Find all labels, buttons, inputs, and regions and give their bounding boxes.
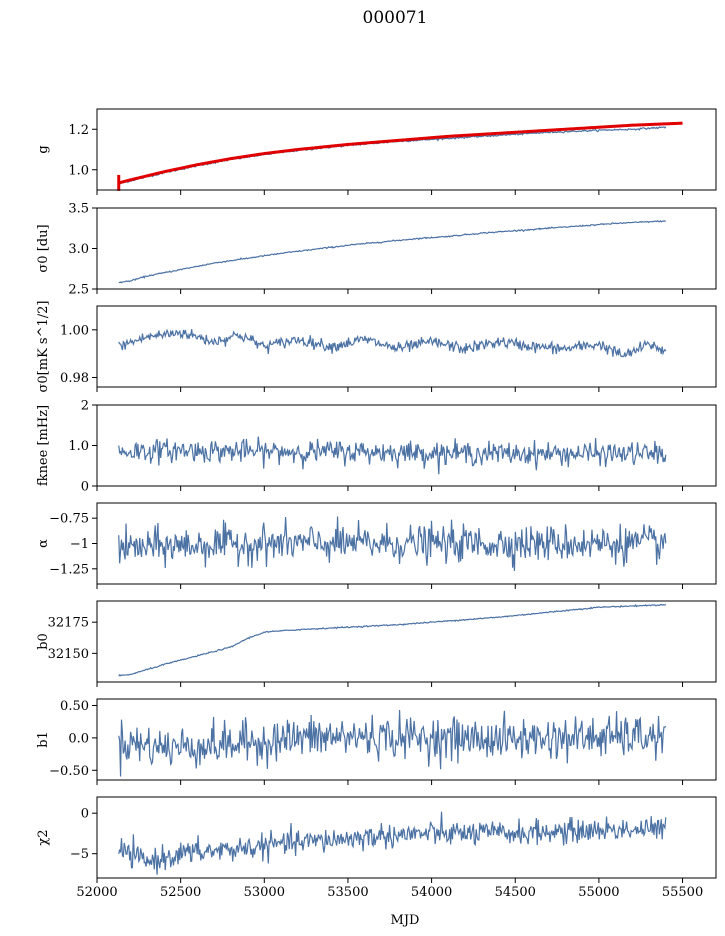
x-tick-label: 55000 (578, 885, 619, 900)
x-tick-label: 54000 (411, 885, 452, 900)
y-tick-label: 1.00 (60, 323, 89, 338)
y-tick-label: 32150 (48, 647, 89, 662)
y-axis-label: σ0[mK s^1/2] (36, 301, 51, 393)
series-line (118, 328, 667, 358)
y-tick-label: 1.2 (68, 123, 89, 138)
y-tick-label: 1.0 (68, 439, 89, 454)
series-line (118, 811, 667, 875)
series-line (118, 709, 667, 777)
series-line (118, 516, 667, 571)
series-line (118, 603, 667, 677)
axes-frame (96, 207, 717, 290)
y-tick-label: −0.75 (49, 512, 89, 527)
y-tick-label: 2.5 (68, 283, 89, 298)
series-line (118, 436, 667, 475)
panel-5: −1.25 −1 −0.75 α (36, 502, 717, 589)
y-tick-label: 1.0 (68, 163, 89, 178)
series-line (118, 219, 666, 284)
y-axis-label: fknee [mHz] (36, 405, 51, 486)
panel-3: 0.98 1.00 σ0[mK s^1/2] (36, 301, 717, 393)
panel-8: −5 0 52000 52500 53000 53500 54000 54500 55000 55… (36, 796, 717, 900)
series-model-line (118, 121, 683, 185)
panel-1: 1.0 1.2 g (36, 108, 717, 195)
axes-frame (96, 698, 717, 781)
axes-frame (96, 796, 717, 879)
panel-7: −0.50 0.0 0.50 b1 (36, 698, 717, 785)
y-tick-label: 0.50 (60, 699, 89, 714)
panel-6: 32150 32175 b0 (36, 600, 717, 687)
x-tick-label: 52000 (76, 885, 117, 900)
y-axis-label: α (36, 539, 51, 548)
y-axis-label: b0 (36, 633, 51, 650)
y-tick-label: −0.50 (49, 764, 89, 779)
axes-frame (96, 502, 717, 585)
y-tick-label: 0.0 (68, 731, 89, 746)
y-tick-label: 3.5 (68, 202, 89, 217)
y-tick-label: 3.0 (68, 242, 89, 257)
series-line (118, 125, 667, 185)
panel-2: 2.5 3.0 3.5 σ0 [du] (36, 202, 717, 298)
panel-4: 0 1.0 2 fknee [mHz] (36, 399, 717, 495)
x-tick-label: 55500 (662, 885, 703, 900)
y-axis-label: σ0 [du] (36, 224, 51, 272)
y-axis-label: g (36, 145, 51, 153)
x-tick-label: 53500 (327, 885, 368, 900)
y-tick-label: 32175 (48, 616, 89, 631)
axes-frame (96, 305, 717, 388)
y-tick-label: 0.98 (60, 371, 89, 386)
y-axis-label: b1 (36, 731, 51, 748)
y-tick-label: 2 (81, 399, 89, 414)
figure-title: 000071 (363, 8, 428, 28)
axes-frame (96, 600, 717, 683)
axes-frame (96, 108, 717, 191)
y-tick-label: −5 (70, 847, 89, 862)
y-tick-label: −1 (70, 537, 89, 552)
x-tick-label: 52500 (160, 885, 201, 900)
x-axis-label: MJD (391, 913, 420, 928)
x-tick-label: 54500 (495, 885, 536, 900)
x-tick-label: 53000 (244, 885, 285, 900)
y-tick-label: 0 (81, 480, 89, 495)
y-axis-label: χ2 (36, 829, 51, 845)
y-tick-label: 0 (81, 807, 89, 822)
y-tick-label: −1.25 (49, 562, 89, 577)
